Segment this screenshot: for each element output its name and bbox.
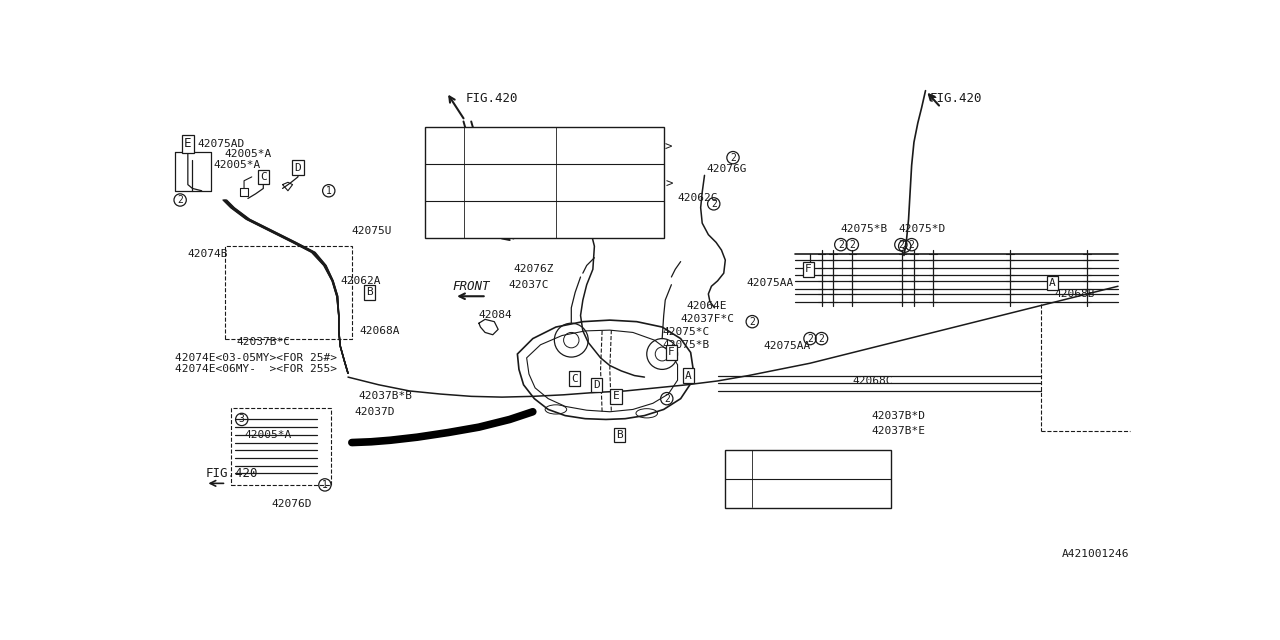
- Text: 1: 1: [326, 186, 332, 196]
- Text: FRONT: FRONT: [452, 280, 489, 292]
- Text: 42074E<03-05MY><FOR 25#>: 42074E<03-05MY><FOR 25#>: [175, 353, 337, 363]
- Text: 42005*B (0606-): 42005*B (0606-): [756, 487, 869, 500]
- Text: 42075U: 42075U: [352, 226, 393, 236]
- Text: 42076Z: 42076Z: [513, 264, 554, 275]
- Text: 1: 1: [323, 480, 328, 490]
- Text: 42037C: 42037C: [508, 280, 549, 290]
- Text: 42075*D: 42075*D: [899, 224, 946, 234]
- Text: 42076D: 42076D: [271, 499, 311, 509]
- Text: 42076G: 42076G: [707, 164, 746, 174]
- Text: 42068A: 42068A: [360, 326, 401, 336]
- Text: 42075*C: 42075*C: [662, 328, 709, 337]
- Text: 42037B*C: 42037B*C: [237, 337, 291, 348]
- Text: 2: 2: [749, 317, 755, 326]
- Text: E: E: [613, 391, 620, 401]
- Text: 1: 1: [442, 140, 447, 150]
- Text: FIG.420: FIG.420: [206, 467, 259, 480]
- Text: C: C: [260, 172, 266, 182]
- Text: 2: 2: [808, 333, 813, 344]
- Text: 3: 3: [239, 415, 244, 424]
- Text: 42074E<06MY-  ><FOR 255>: 42074E<06MY- ><FOR 255>: [175, 364, 337, 374]
- Text: D: D: [294, 163, 301, 173]
- Bar: [726, 451, 891, 508]
- Text: 42075*B: 42075*B: [662, 340, 709, 349]
- Text: 42037B*D: 42037B*D: [872, 411, 925, 420]
- Text: 2: 2: [850, 239, 855, 250]
- Text: FIG.420: FIG.420: [929, 92, 982, 105]
- Text: 42075AD: 42075AD: [198, 139, 244, 148]
- Text: 42068B: 42068B: [1055, 289, 1096, 299]
- Text: F: F: [805, 264, 812, 275]
- Text: 2: 2: [899, 239, 904, 250]
- Text: 3: 3: [736, 488, 741, 498]
- Text: <05MY0409-    >: <05MY0409- >: [561, 177, 673, 189]
- Text: 42084: 42084: [479, 310, 513, 321]
- Text: 2: 2: [710, 199, 717, 209]
- Bar: [225, 246, 352, 339]
- Text: B: B: [617, 430, 623, 440]
- Text: 42075*B: 42075*B: [841, 224, 888, 234]
- Text: A: A: [1050, 278, 1056, 288]
- Text: C: C: [571, 374, 577, 383]
- Text: 42005*A (-0606): 42005*A (-0606): [756, 459, 869, 472]
- Text: 42005*A: 42005*A: [244, 430, 292, 440]
- Text: 2: 2: [664, 394, 669, 404]
- Bar: [425, 127, 664, 239]
- Text: 42075AA: 42075AA: [746, 278, 794, 288]
- Text: 1: 1: [442, 177, 447, 188]
- Text: 0923S*B: 0923S*B: [468, 140, 521, 152]
- Text: E: E: [184, 138, 192, 150]
- Text: 42062A: 42062A: [340, 276, 381, 286]
- Text: B: B: [366, 287, 372, 298]
- Text: W170069: W170069: [468, 177, 521, 189]
- Text: <03MY-05MY0408>: <03MY-05MY0408>: [561, 140, 673, 152]
- Text: 42062C: 42062C: [677, 193, 718, 204]
- Text: F: F: [668, 348, 675, 358]
- Text: 2: 2: [177, 195, 183, 205]
- Text: 42075AA: 42075AA: [764, 341, 812, 351]
- Text: 42005*A: 42005*A: [214, 161, 261, 170]
- Text: 2: 2: [838, 239, 844, 250]
- Text: 42037D: 42037D: [355, 407, 394, 417]
- Text: 2: 2: [909, 239, 915, 250]
- Text: 42074B: 42074B: [188, 249, 228, 259]
- Text: 2: 2: [819, 333, 824, 344]
- Text: 42068C: 42068C: [852, 376, 893, 386]
- Text: 2: 2: [902, 241, 908, 251]
- Text: 0923S*A: 0923S*A: [468, 214, 521, 227]
- Text: 42064E: 42064E: [687, 301, 727, 311]
- Text: A421001246: A421001246: [1062, 549, 1129, 559]
- Text: 2: 2: [730, 153, 736, 163]
- Text: FIG.420: FIG.420: [582, 220, 635, 234]
- Text: A: A: [685, 371, 691, 381]
- Text: D: D: [594, 380, 600, 390]
- Text: 2: 2: [442, 214, 447, 224]
- Text: 3: 3: [736, 460, 741, 470]
- Text: 42037B*E: 42037B*E: [872, 426, 925, 436]
- Text: FIG.420: FIG.420: [466, 92, 518, 105]
- Text: 42037B*B: 42037B*B: [358, 391, 412, 401]
- Text: 42037F*C: 42037F*C: [681, 314, 735, 324]
- Text: 42005*A: 42005*A: [225, 148, 273, 159]
- Bar: [230, 408, 332, 485]
